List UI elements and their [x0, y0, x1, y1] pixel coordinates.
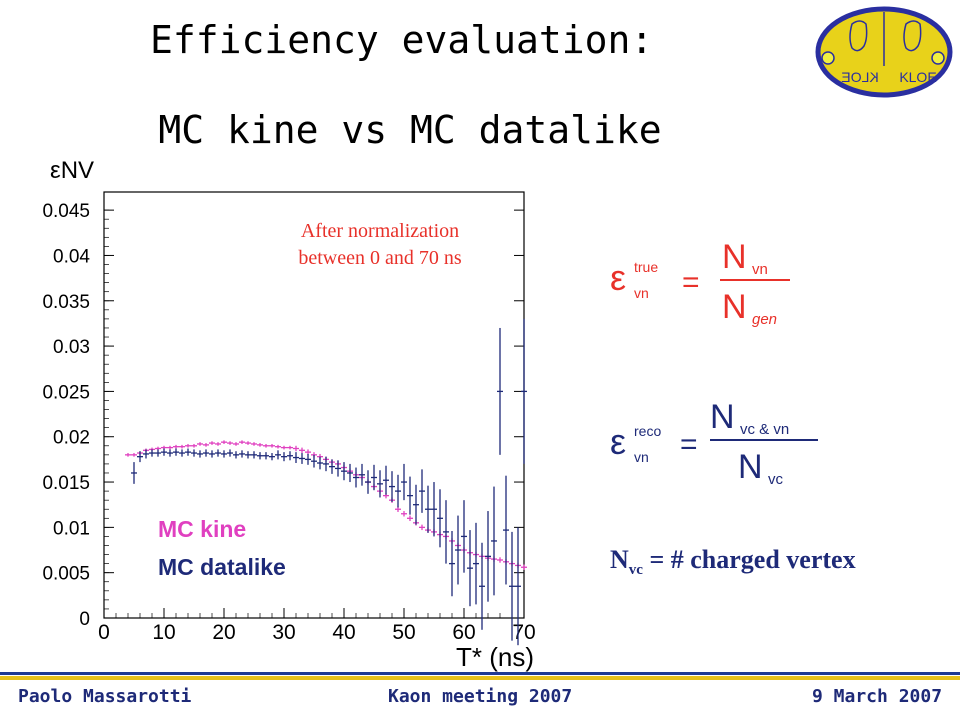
logo-mirror-text: KLOE — [841, 69, 878, 85]
numerator-sub: vn — [752, 261, 768, 278]
footer-author: Paolo Massarotti — [18, 686, 192, 707]
x-tick-label: 40 — [332, 621, 355, 644]
footer-meeting: Kaon meeting 2007 — [388, 686, 573, 707]
true-efficiency-formula: ε true vn = N vn N gen — [610, 238, 790, 328]
page-title: Efficiency evaluation: — [150, 18, 654, 62]
true-sup: true — [634, 259, 658, 275]
page-subtitle: MC kine vs MC datalike — [158, 108, 662, 152]
epsilon-symbol: ε — [610, 257, 626, 298]
footer-rule-yellow — [0, 676, 960, 680]
logo-text: KLOE — [899, 69, 936, 85]
x-tick-label: 50 — [392, 621, 415, 644]
y-tick-label: 0.04 — [53, 246, 90, 267]
y-tick-label: 0.02 — [53, 428, 90, 449]
numerator-sub: vc & vn — [740, 421, 789, 438]
legend-kine: MC kine — [158, 516, 247, 542]
y-tick-label: 0.025 — [42, 382, 90, 403]
y-tick-label: 0.035 — [42, 292, 90, 313]
epsilon-symbol: ε — [610, 421, 626, 462]
denominator-n: N — [738, 448, 763, 486]
legend-datalike: MC datalike — [158, 554, 286, 580]
normalization-note-line1: After normalization — [300, 220, 460, 242]
reco-sub: vn — [634, 449, 649, 465]
x-tick-label: 70 — [512, 621, 535, 644]
footer-rule-blue — [0, 672, 960, 675]
y-tick-label: 0 — [79, 609, 90, 630]
denominator-sub: vc — [768, 471, 784, 488]
normalization-note: After normalization between 0 and 70 ns — [250, 220, 510, 270]
equals-sign: = — [680, 428, 698, 461]
equals-sign: = — [682, 266, 700, 299]
y-axis-label: εNV — [50, 157, 94, 184]
x-tick-label: 0 — [98, 621, 110, 644]
reco-sup: reco — [634, 423, 661, 439]
true-sub: vn — [634, 285, 649, 301]
numerator-n: N — [722, 238, 747, 276]
normalization-note-line2: between 0 and 70 ns — [298, 247, 462, 269]
x-tick-label: 10 — [152, 621, 175, 644]
nvc-rest: = # charged vertex — [642, 545, 856, 574]
reco-efficiency-formula: ε reco vn = N vc & vn N vc — [610, 398, 818, 488]
nvc-sub: vc — [628, 562, 643, 579]
footer-date: 9 March 2007 — [812, 686, 943, 707]
efficiency-chart: 0 0.005 0.01 0.015 0.02 0.025 0.03 0.035 0.04 0.0… — [42, 157, 535, 672]
denominator-n: N — [722, 288, 747, 326]
numerator-n: N — [710, 398, 735, 436]
denominator-sub: gen — [752, 311, 777, 328]
x-tick-label: 60 — [452, 621, 475, 644]
kloe-logo: KLOE KLOE — [814, 6, 954, 98]
nvc-definition: Nvc = # charged vertex — [610, 545, 856, 579]
y-tick-label: 0.005 — [42, 564, 90, 585]
nvc-main: N — [610, 545, 629, 574]
x-axis-label: T* (ns) — [456, 642, 534, 672]
y-tick-label: 0.045 — [42, 201, 90, 222]
y-tick-label: 0.01 — [53, 518, 90, 539]
y-tick-label: 0.015 — [42, 473, 90, 494]
kloe-logo-graphic: KLOE KLOE — [815, 6, 953, 98]
y-tick-label: 0.03 — [53, 337, 90, 358]
x-tick-label: 20 — [212, 621, 235, 644]
x-tick-label: 30 — [272, 621, 295, 644]
